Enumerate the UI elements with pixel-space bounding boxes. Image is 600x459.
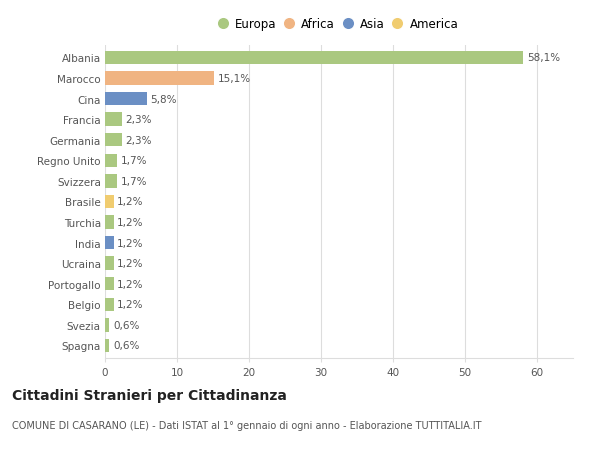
Bar bbox=[105, 298, 113, 311]
Text: 1,2%: 1,2% bbox=[117, 279, 144, 289]
Bar bbox=[105, 93, 147, 106]
Text: 15,1%: 15,1% bbox=[217, 74, 250, 84]
Bar bbox=[105, 134, 122, 147]
Bar bbox=[105, 319, 109, 332]
Text: 1,2%: 1,2% bbox=[117, 238, 144, 248]
Text: 1,7%: 1,7% bbox=[121, 156, 148, 166]
Text: 5,8%: 5,8% bbox=[151, 94, 177, 104]
Bar bbox=[105, 216, 113, 229]
Bar bbox=[105, 339, 109, 353]
Bar bbox=[105, 257, 113, 270]
Bar bbox=[105, 51, 523, 65]
Text: 1,2%: 1,2% bbox=[117, 197, 144, 207]
Bar bbox=[105, 154, 117, 168]
Bar bbox=[105, 236, 113, 250]
Bar bbox=[105, 113, 122, 127]
Text: 1,7%: 1,7% bbox=[121, 176, 148, 186]
Legend: Europa, Africa, Asia, America: Europa, Africa, Asia, America bbox=[217, 16, 461, 34]
Bar bbox=[105, 175, 117, 188]
Text: 2,3%: 2,3% bbox=[125, 115, 152, 125]
Bar bbox=[105, 72, 214, 85]
Text: 1,2%: 1,2% bbox=[117, 300, 144, 310]
Text: 1,2%: 1,2% bbox=[117, 258, 144, 269]
Text: 0,6%: 0,6% bbox=[113, 341, 139, 351]
Bar bbox=[105, 277, 113, 291]
Text: Cittadini Stranieri per Cittadinanza: Cittadini Stranieri per Cittadinanza bbox=[12, 388, 287, 402]
Text: 1,2%: 1,2% bbox=[117, 218, 144, 228]
Bar bbox=[105, 195, 113, 209]
Text: 0,6%: 0,6% bbox=[113, 320, 139, 330]
Text: COMUNE DI CASARANO (LE) - Dati ISTAT al 1° gennaio di ogni anno - Elaborazione T: COMUNE DI CASARANO (LE) - Dati ISTAT al … bbox=[12, 420, 482, 430]
Text: 2,3%: 2,3% bbox=[125, 135, 152, 146]
Text: 58,1%: 58,1% bbox=[527, 53, 560, 63]
